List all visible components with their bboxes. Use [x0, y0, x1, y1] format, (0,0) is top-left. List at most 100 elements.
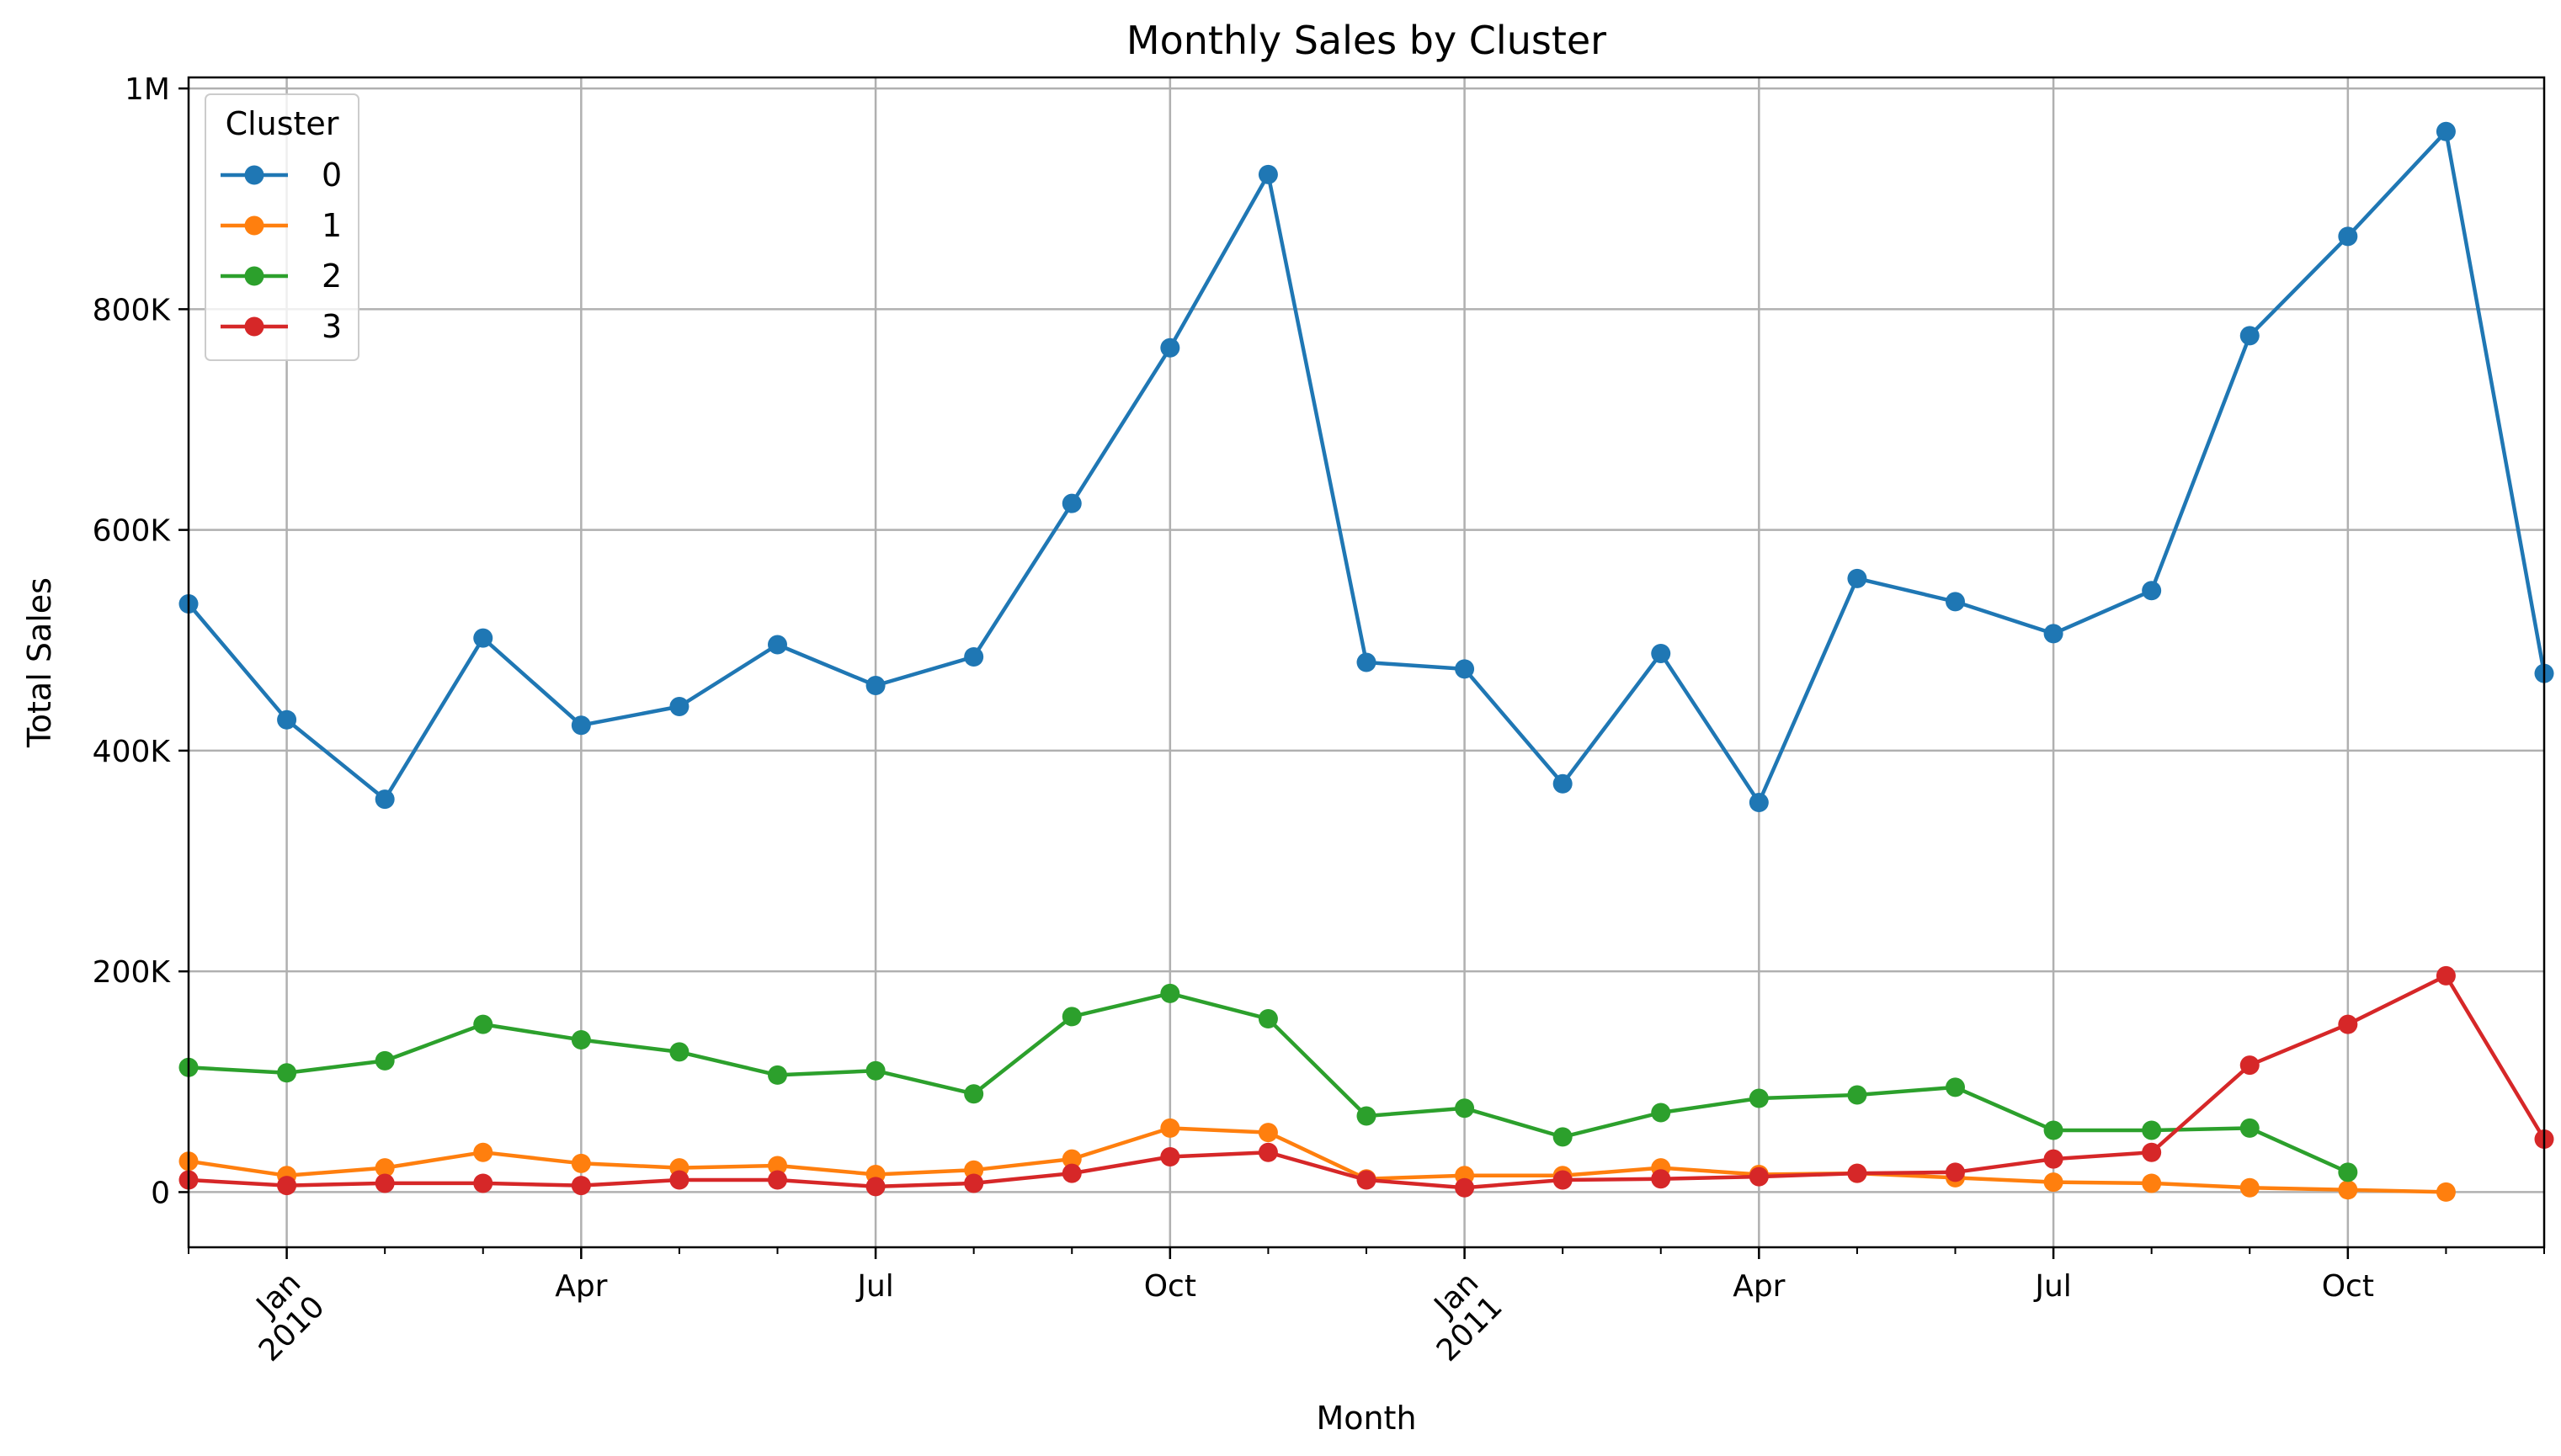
data-point [473, 628, 493, 648]
data-point [964, 1173, 984, 1193]
data-point [277, 1063, 297, 1083]
series-3 [178, 965, 2554, 1198]
data-point [1258, 1009, 1278, 1029]
legend-marker-swatch [244, 215, 264, 236]
series-2 [178, 983, 2358, 1182]
data-point [571, 715, 591, 736]
legend-item-2: 2 [221, 258, 342, 295]
x-tick-label: Apr [555, 1269, 607, 1304]
y-tick-label: 400K [93, 735, 172, 769]
legend-item-3: 3 [221, 308, 342, 345]
chart-title: Monthly Sales by Cluster [1126, 18, 1606, 63]
legend-label: 3 [322, 308, 342, 345]
y-axis-label: Total Sales [21, 577, 58, 748]
data-point [1160, 1118, 1180, 1138]
data-point [1062, 1007, 1082, 1027]
data-point [375, 1050, 395, 1071]
series-line-3 [188, 974, 2546, 1190]
data-point [1258, 164, 1278, 184]
data-point [1356, 1106, 1376, 1126]
data-point [964, 646, 984, 667]
data-point [2436, 121, 2456, 141]
data-point [2142, 1173, 2162, 1193]
data-point [865, 676, 886, 696]
y-tick-label: 1M [125, 72, 170, 107]
data-point [2043, 1120, 2063, 1140]
data-point [1847, 1085, 1867, 1105]
data-point [1356, 652, 1376, 672]
data-point [1749, 793, 1769, 813]
data-point [1160, 1146, 1180, 1166]
data-point [1160, 337, 1180, 358]
x-tick-label: Oct [1144, 1269, 1196, 1304]
data-point [473, 1173, 493, 1193]
data-point [1455, 1177, 1475, 1198]
data-point [2239, 1118, 2260, 1138]
data-point [2043, 1172, 2063, 1193]
data-point [768, 635, 787, 655]
data-point [571, 1176, 591, 1196]
x-axis-ticks: Jan2010 Apr Jul Oct Jan2011 Apr Jul Oct [188, 1247, 2545, 1368]
data-point [669, 1042, 690, 1062]
data-point [1258, 1123, 1278, 1143]
data-point [768, 1156, 787, 1176]
legend-marker-swatch [244, 266, 264, 286]
data-point [2043, 624, 2063, 644]
y-tick-label: 0 [151, 1176, 170, 1210]
data-point [1062, 493, 1082, 513]
legend-label: 1 [322, 207, 342, 244]
data-point [2436, 965, 2456, 986]
legend-item-0: 0 [221, 157, 342, 194]
series-layer [178, 121, 2554, 1202]
x-tick-label: Jan2011 [1407, 1266, 1509, 1368]
data-point [865, 1177, 886, 1197]
data-point [1455, 659, 1475, 679]
legend-items: 0 1 2 3 [221, 157, 342, 345]
data-point [865, 1060, 886, 1081]
data-point [669, 1170, 690, 1190]
x-tick-label: Oct [2322, 1269, 2374, 1304]
data-point [2338, 1014, 2358, 1034]
data-point [1749, 1088, 1769, 1108]
data-point [1552, 1127, 1573, 1147]
legend: Cluster 0 1 2 3 [205, 93, 359, 361]
data-point [1062, 1149, 1082, 1169]
data-point [2239, 326, 2260, 346]
data-point [571, 1029, 591, 1049]
y-axis-ticks: 0 200K 400K 600K 800K 1M [93, 72, 189, 1210]
data-point [1062, 1163, 1082, 1183]
data-point [1651, 644, 1671, 664]
data-point [473, 1142, 493, 1162]
x-tick-label: Jan2010 [229, 1266, 332, 1368]
data-point [1651, 1169, 1671, 1189]
gridlines [189, 77, 2544, 1247]
legend-marker-swatch [244, 165, 264, 185]
data-point [1946, 592, 1965, 612]
data-point [1356, 1170, 1376, 1190]
data-point [964, 1084, 984, 1104]
legend-title: Cluster [226, 105, 339, 142]
data-point [375, 1173, 395, 1193]
data-point [277, 709, 297, 730]
y-tick-label: 200K [93, 955, 172, 990]
data-point [669, 696, 690, 716]
data-point [2142, 1120, 2162, 1140]
series-line-0 [187, 130, 2547, 805]
data-point [768, 1065, 787, 1085]
data-point [2043, 1149, 2063, 1169]
data-point [2239, 1177, 2260, 1198]
data-point [1160, 983, 1180, 1003]
data-point [277, 1176, 297, 1196]
data-point [768, 1170, 787, 1190]
data-point [473, 1014, 493, 1034]
data-point [375, 789, 395, 810]
data-point [1946, 1162, 1965, 1182]
legend-item-1: 1 [221, 207, 342, 244]
series-line-1 [188, 1126, 2447, 1194]
data-point [571, 1153, 591, 1173]
data-point [1651, 1103, 1671, 1123]
x-tick-label: Apr [1733, 1269, 1785, 1304]
data-point [1749, 1166, 1769, 1187]
legend-label: 2 [322, 258, 342, 295]
